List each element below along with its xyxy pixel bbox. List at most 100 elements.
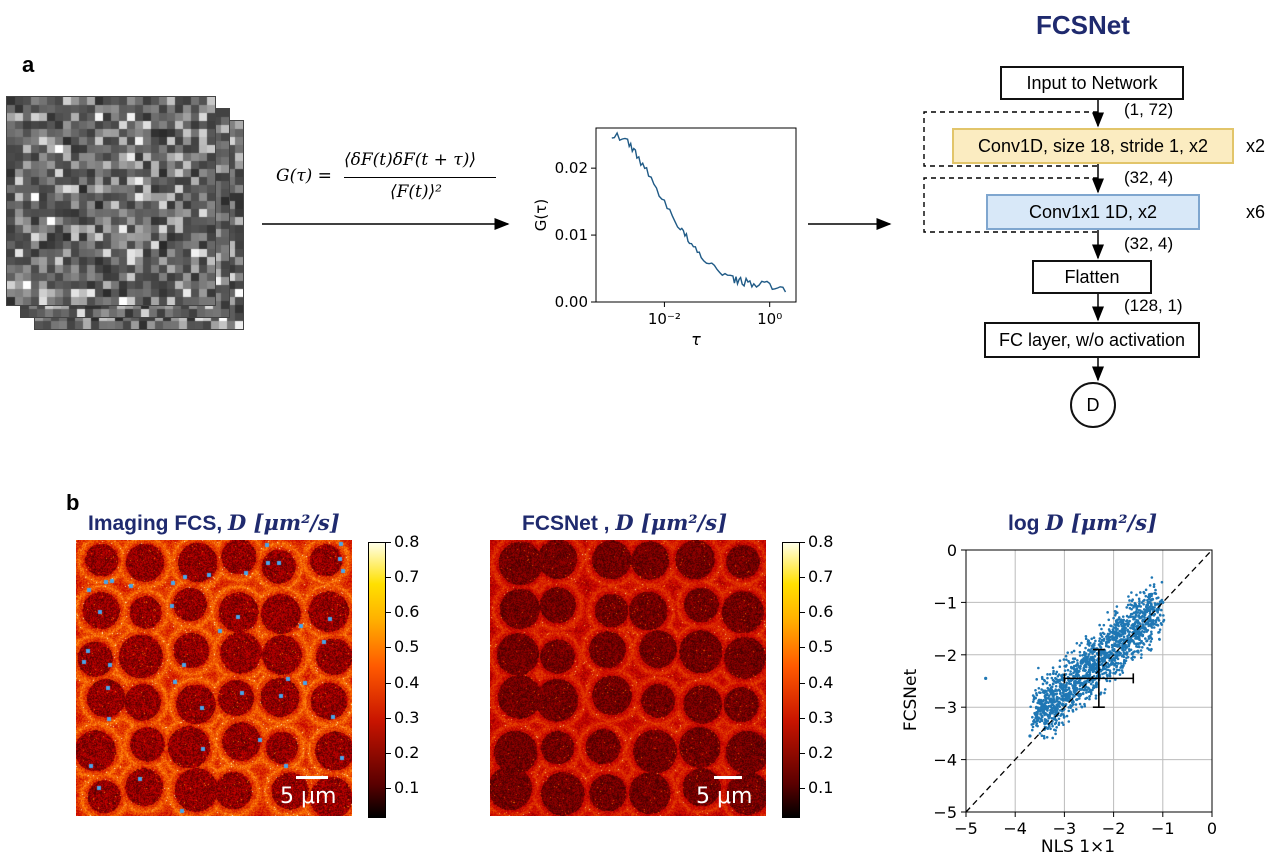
plot-ytick-label: 0.00 [555, 293, 588, 311]
scatter-cloud-point [1141, 645, 1144, 649]
scatter-cloud-point [1118, 644, 1121, 648]
scatter-cloud-point [1134, 625, 1138, 628]
scatter-cloud-point [1062, 723, 1065, 727]
scatter-cloud-point [1141, 618, 1145, 622]
scatter-cloud-point [1150, 598, 1154, 601]
scatter-cloud-point [1146, 608, 1150, 612]
scatter-cloud-point [1051, 724, 1054, 728]
scatter-cloud-point [1089, 690, 1093, 694]
scatter-cloud-point [1035, 692, 1038, 695]
scatter-cloud-point [1073, 692, 1077, 695]
scatter-cloud-point [1150, 632, 1153, 636]
scatter-cloud-point [1063, 669, 1067, 672]
scatter-cloud-point [1045, 690, 1048, 693]
scatter-cloud-point [1093, 686, 1096, 689]
scatter-cloud-point [1039, 698, 1043, 702]
colorbar-tick-label: 0.5 [808, 637, 834, 657]
scatter-cloud-point [1051, 707, 1054, 710]
correlation-plot: 0.00 0.01 0.02 10⁻² 10⁰ G(τ) τ [532, 127, 797, 349]
scatter-cloud-point [1075, 689, 1078, 692]
scatter-cloud-point [1120, 669, 1124, 672]
scatter-cloud-point [1046, 707, 1049, 710]
scatter-cloud-point [1151, 622, 1155, 626]
scatter-cloud-point [1113, 672, 1117, 675]
scatter-cloud-point [1067, 687, 1071, 691]
scatter-cloud-point [1115, 656, 1119, 659]
scatter-cloud-point [1052, 672, 1055, 676]
scatter-xtick-label: −2 [1102, 819, 1126, 838]
scatter-cloud-point [1131, 658, 1134, 661]
scatter-cloud-point [1114, 635, 1117, 639]
colorbar-tick-mark [800, 577, 805, 579]
scatter-cloud-point [1157, 619, 1161, 622]
scatter-point [984, 676, 988, 680]
scatter-cloud-point [1061, 713, 1065, 716]
scatter-cloud-point [1149, 601, 1152, 605]
scatter-cloud-point [1106, 645, 1110, 648]
scatter-cloud-point [1125, 614, 1129, 618]
scatter-cloud-point [1087, 648, 1090, 652]
scatter-cloud-point [1080, 641, 1083, 645]
scatter-cloud-point [1051, 666, 1055, 669]
scatter-cloud-point [1049, 704, 1053, 707]
scatter-cloud-point [1031, 725, 1035, 729]
scatter-cloud-point [1140, 626, 1143, 629]
colorbar-tick-mark [386, 647, 391, 649]
correlation-formula: G(τ) = ⟨δF(t)δF(t + τ)⟩ ⟨F(t)⟩² [276, 150, 516, 210]
scatter-cloud-point [1142, 590, 1146, 594]
scatter-cloud-point [1045, 682, 1048, 685]
scatter-cloud-point [1137, 631, 1140, 634]
scatter-cloud-point [1078, 654, 1082, 657]
scatter-cloud-point [1118, 633, 1122, 636]
scatter-cloud-point [1139, 656, 1143, 659]
scatter-cloud-point [1118, 673, 1122, 676]
scatter-cloud-point [1048, 725, 1051, 728]
scatter-cloud-point [1140, 653, 1143, 656]
conv1d-multiplier: x2 [1246, 136, 1266, 156]
scatter-cloud-point [1029, 705, 1032, 709]
scatter-cloud-point [1123, 658, 1126, 662]
scatter-cloud-point [1106, 638, 1110, 641]
scatter-cloud-point [1149, 640, 1153, 643]
scatter-cloud-point [1048, 673, 1052, 676]
colorbar-tick-label: 0.6 [394, 602, 420, 622]
scatter-cloud-point [1130, 624, 1134, 627]
scatter-cloud-point [1150, 619, 1154, 622]
scatter-xtick-label: −4 [1003, 819, 1027, 838]
scatter-cloud-point [1079, 693, 1083, 697]
scatter-cloud-point [1055, 670, 1059, 674]
scatter-cloud-point [1062, 658, 1066, 661]
scatter-cloud-point [1061, 709, 1064, 713]
scatter-cloud-point [1100, 652, 1103, 655]
scatter-cloud-point [1066, 696, 1070, 700]
scatter-cloud-point [1101, 672, 1104, 676]
scatter-cloud-point [1107, 632, 1111, 636]
scatter-cloud-point [1090, 647, 1093, 650]
scatter-cloud-point [1055, 706, 1058, 709]
scatter-cloud-point [1103, 659, 1107, 663]
scatter-cloud-point [1066, 693, 1070, 697]
scatter-cloud-point [1054, 672, 1058, 676]
scatter-cloud-point [1123, 661, 1127, 665]
scatter-cloud-point [1088, 644, 1091, 647]
scatter-cloud-point [1108, 659, 1111, 662]
skip-connection-2 [923, 177, 1098, 233]
scatter-cloud-point [1108, 679, 1112, 683]
scatter-cloud-point [1132, 606, 1135, 609]
scatter-cloud-point [1144, 588, 1148, 592]
scatter-cloud-point [1055, 719, 1058, 722]
scatter-cloud-point [1057, 673, 1061, 676]
scatter-cloud-point [1054, 684, 1058, 688]
scatter-cloud-point [1148, 643, 1151, 647]
scatter-cloud-point [1123, 638, 1127, 642]
scatter-cloud-point [1078, 702, 1082, 706]
scatter-cloud-point [1155, 623, 1158, 627]
colorbar-tick-mark [800, 682, 805, 684]
scatter-cloud-point [1131, 615, 1135, 619]
scatter-cloud-point [1102, 623, 1106, 627]
scatter-cloud-point [1138, 634, 1141, 638]
scatter-cloud-point [1100, 627, 1103, 631]
scatter-cloud-point [1071, 661, 1074, 664]
scatter-cloud-point [1037, 686, 1041, 690]
colorbar-tick-label: 0.8 [808, 532, 834, 551]
